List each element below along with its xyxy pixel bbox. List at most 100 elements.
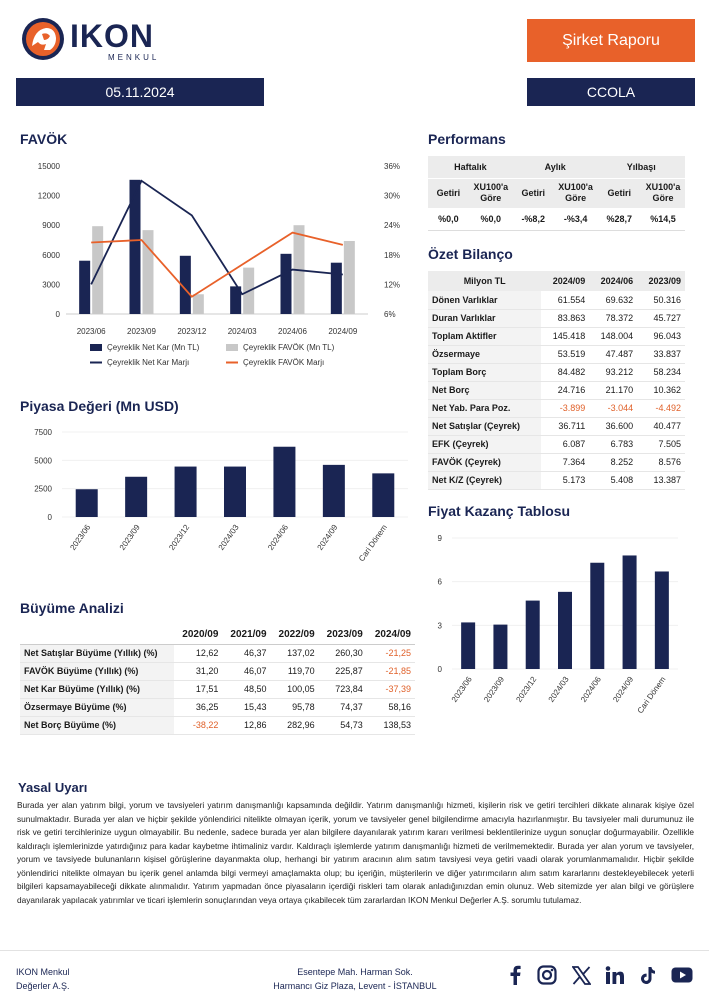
disclaimer-title: Yasal Uyarı [18, 780, 88, 795]
youtube-icon[interactable] [671, 967, 693, 983]
bilanco-cell: 13.387 [653, 475, 681, 485]
footer-address-line1: Esentepe Mah. Harman Sok. [297, 967, 413, 977]
buyume-row-label: Net Satışlar Büyüme (Yıllık) (%) [20, 644, 175, 662]
favok-category-label: 2024/09 [328, 327, 357, 336]
favok-bar-net-kar [280, 253, 292, 314]
bilanco-cell: 83.863 [557, 313, 586, 323]
piyasa-bar [224, 466, 246, 517]
date-bar: 05.11.2024 [16, 78, 264, 106]
fk-category-label: 2024/09 [611, 675, 635, 704]
favok-line-favok-marji [91, 231, 344, 298]
x-twitter-icon[interactable] [571, 965, 591, 985]
favok-left-tick: 9000 [42, 221, 60, 230]
buyume-cell: 58,16 [388, 702, 411, 712]
fk-category-label: 2023/06 [450, 675, 474, 704]
fk-y-tick: 0 [438, 665, 443, 674]
bilanco-cell: 8.576 [658, 457, 681, 467]
buyume-title: Büyüme Analizi [20, 600, 124, 616]
bilanco-cell: 36.600 [605, 421, 634, 431]
bilanco-row-label: Duran Varlıklar [428, 309, 542, 327]
perf-value: -%8,2 [521, 213, 545, 224]
piyasa-bar [372, 473, 395, 517]
fk-bar [461, 622, 476, 669]
bilanco-title: Özet Bilanço [428, 246, 513, 262]
favok-right-tick: 24% [384, 221, 400, 230]
fk-bar [525, 600, 540, 669]
piyasa-bar [174, 466, 197, 517]
favok-left-tick: 3000 [42, 280, 60, 289]
buyume-cell: 31,20 [195, 666, 219, 676]
fk-bar [590, 562, 605, 669]
bilanco-row-label: Net K/Z (Çeyrek) [428, 471, 542, 489]
favok-legend-label: Çeyreklik FAVÖK (Mn TL) [243, 343, 335, 352]
bilanco-header-period: 2024/06 [600, 276, 634, 286]
bilanco-cell: 47.487 [605, 349, 634, 359]
logo: IKON MENKUL [20, 16, 170, 64]
social-links [508, 964, 693, 986]
piyasa-category-label: Cari Dönem [357, 523, 389, 563]
buyume-cell: -21,85 [385, 666, 411, 676]
buyume-row-label: Net Borç Büyüme (%) [20, 716, 175, 734]
piyasa-category-label: 2023/06 [68, 523, 92, 552]
tiktok-icon[interactable] [640, 966, 656, 985]
buyume-cell: -38,22 [192, 720, 219, 730]
fk-y-tick: 3 [438, 621, 443, 630]
piyasa-title: Piyasa Değeri (Mn USD) [20, 398, 179, 414]
buyume-cell: 46,07 [244, 666, 267, 676]
piyasa-bar [273, 446, 296, 517]
perf-value: %0,0 [480, 213, 502, 224]
bilanco-cell: -4.492 [655, 403, 681, 413]
buyume-header-period: 2024/09 [366, 626, 415, 645]
buyume-row-label: Özsermaye Büyüme (%) [20, 698, 175, 716]
buyume-cell: 15,43 [244, 702, 267, 712]
instagram-icon[interactable] [537, 965, 557, 985]
buyume-cell: 54,73 [340, 720, 363, 730]
buyume-cell: 48,50 [244, 684, 267, 694]
fk-bar [654, 571, 669, 669]
brand-subtitle: MENKUL [108, 53, 160, 62]
bilanco-cell: 84.482 [557, 367, 586, 377]
piyasa-category-label: 2024/03 [217, 523, 241, 552]
favok-left-tick: 0 [56, 310, 61, 319]
favok-chart: 15000 12000 9000 6000 3000 0 36% 30% 24% 18% 12% 6%… [38, 162, 400, 367]
bilanco-row-label: Net Satışlar (Çeyrek) [428, 417, 542, 435]
bilanco-row-label: Özsermaye [428, 345, 542, 363]
bilanco-row-label: Dönen Varlıklar [428, 291, 542, 309]
favok-category-label: 2024/06 [278, 327, 307, 336]
bilanco-row-label: EFK (Çeyrek) [428, 435, 542, 453]
report-date: 05.11.2024 [105, 84, 175, 100]
linkedin-icon[interactable] [605, 965, 625, 985]
favok-bar-net-kar [79, 260, 91, 314]
buyume-cell: 723,84 [335, 684, 363, 694]
buyume-cell: 137,02 [287, 648, 315, 658]
buyume-cell: 282,96 [287, 720, 315, 730]
facebook-icon[interactable] [508, 965, 522, 985]
bilanco-row: Toplam Borç 84.482 93.212 58.234 [428, 363, 685, 381]
bilanco-cell: 148.004 [600, 331, 634, 341]
bilanco-row: FAVÖK (Çeyrek) 7.364 8.252 8.576 [428, 453, 685, 471]
bilanco-cell: 6.783 [610, 439, 634, 449]
piyasa-bar [322, 464, 345, 517]
fk-category-label: Cari Dönem [636, 675, 668, 715]
buyume-cell: 138,53 [383, 720, 411, 730]
piyasa-y-tick: 0 [48, 513, 53, 522]
perf-value: -%3,4 [563, 213, 588, 224]
favok-legend-label: Çeyreklik Net Kar Marjı [107, 358, 189, 367]
bilanco-row: Duran Varlıklar 83.863 78.372 45.727 [428, 309, 685, 327]
favok-line-net-kar-marji [90, 179, 343, 296]
favok-bar-net-kar [330, 262, 342, 314]
favok-right-tick: 18% [384, 251, 400, 260]
bilanco-cell: 6.087 [562, 439, 586, 449]
footer-company-line2: Değerler A.Ş. [16, 981, 70, 991]
buyume-header-period: 2021/09 [222, 626, 271, 645]
bilanco-cell: 7.364 [562, 457, 586, 467]
perf-sub: Getiri [521, 188, 545, 199]
favok-title: FAVÖK [20, 131, 68, 147]
bilanco-cell: 7.505 [658, 439, 681, 449]
favok-bar-net-kar [230, 286, 242, 314]
fk-category-label: 2023/12 [514, 675, 538, 704]
bilanco-cell: 33.837 [653, 349, 681, 359]
bilanco-row: Net Satışlar (Çeyrek) 36.711 36.600 40.477 [428, 417, 685, 435]
ticker-bar: CCOLA [527, 78, 695, 106]
buyume-row-label: Net Kar Büyüme (Yıllık) (%) [20, 680, 175, 698]
